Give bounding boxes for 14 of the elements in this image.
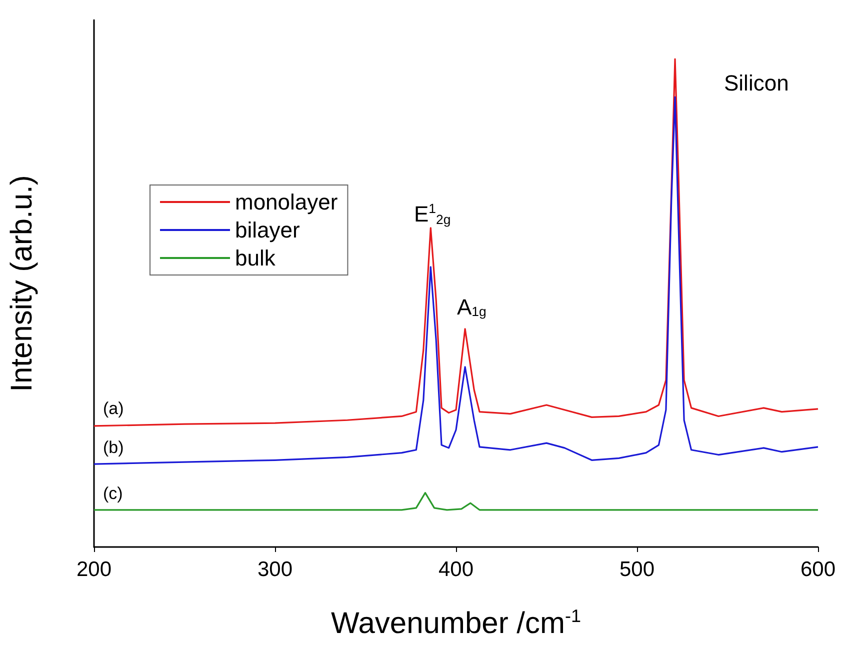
x-tick-label: 600 [800, 558, 836, 581]
x-tick-label: 200 [76, 558, 112, 581]
x-tick-label: 500 [619, 558, 655, 581]
legend-label: bilayer [235, 218, 300, 242]
x-tick-label: 400 [438, 558, 474, 581]
x-tick-label: 300 [257, 558, 293, 581]
y-axis-title: Intensity (arb.u.) [6, 175, 38, 392]
annotation: A1g [457, 294, 486, 320]
annotation: (b) [103, 438, 124, 457]
annotation: Silicon [724, 70, 789, 96]
annotation: (c) [103, 484, 123, 503]
legend-label: bulk [235, 246, 276, 270]
annotation: (a) [103, 399, 124, 418]
legend-label: monolayer [235, 190, 338, 214]
